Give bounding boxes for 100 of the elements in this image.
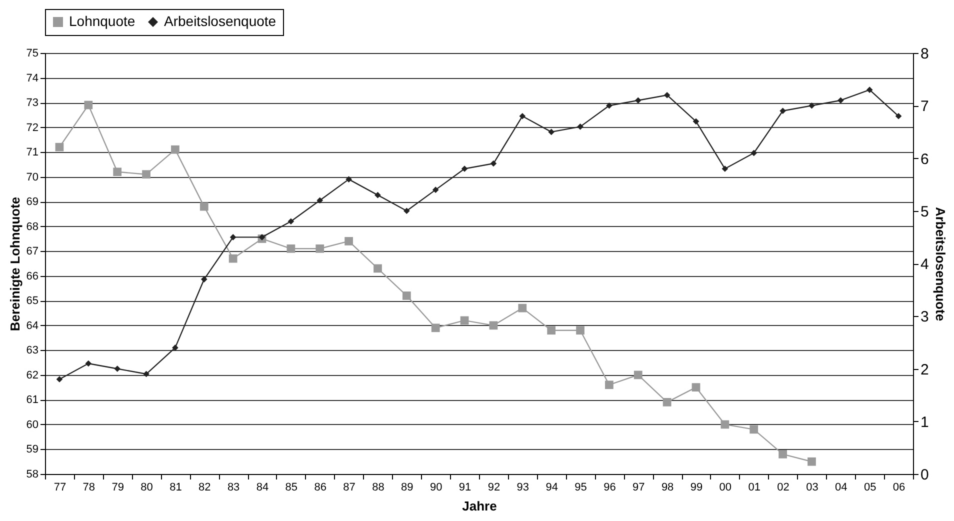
y2-tick-label: 3: [920, 308, 929, 326]
point: [750, 150, 758, 156]
legend-label: Lohnquote: [69, 13, 136, 29]
point: [344, 237, 353, 246]
x-tick-label: 82: [198, 482, 211, 494]
y2-tick-label: 7: [920, 98, 929, 116]
point: [113, 168, 122, 176]
x-tick-label: 02: [777, 482, 790, 494]
x-tick-label: 97: [632, 482, 645, 494]
y2-tick-label: 1: [920, 414, 929, 431]
y-tick-label: 60: [26, 418, 38, 431]
point: [692, 118, 700, 125]
y-tick-label: 67: [26, 246, 38, 258]
y-tick-label: 74: [26, 72, 38, 84]
point: [431, 324, 440, 332]
x-tick-label: 88: [372, 482, 384, 494]
point: [374, 192, 381, 198]
point: [720, 420, 730, 429]
x-tick-label: 99: [690, 482, 703, 494]
point: [461, 166, 468, 172]
y2-tick-label: 6: [920, 150, 929, 168]
x-tick-label: 78: [82, 482, 96, 494]
x-tick-label: 00: [719, 482, 732, 494]
point: [490, 160, 497, 167]
x-tick-label: 01: [748, 482, 760, 494]
point: [577, 124, 584, 130]
y-tick-label: 65: [26, 295, 38, 308]
x-tick-label: 06: [892, 482, 906, 494]
point: [548, 128, 554, 136]
point: [605, 380, 614, 390]
x-tick-label: 86: [314, 482, 326, 494]
y-tick-label: 70: [26, 171, 38, 184]
x-tick-label: 83: [227, 482, 240, 494]
y-tick-label: 64: [26, 320, 38, 332]
point: [316, 244, 324, 253]
point: [489, 321, 498, 330]
point: [402, 292, 411, 300]
point: [692, 383, 700, 392]
point: [288, 218, 294, 225]
y2-tick-label: 8: [920, 46, 929, 62]
x-axis-title: Jahre: [462, 498, 497, 514]
point: [460, 316, 469, 325]
x-tick-label: 95: [574, 482, 587, 494]
y-tick-label: 58: [26, 468, 38, 480]
y-tick-label: 63: [26, 344, 38, 357]
point: [172, 344, 178, 351]
x-tick-label: 81: [170, 482, 182, 494]
x-tick-label: 84: [256, 482, 269, 494]
y2-axis-title: Arbeitslosenquote: [932, 206, 948, 322]
point: [85, 360, 92, 367]
point: [547, 326, 556, 335]
y-tick-label: 73: [26, 97, 38, 110]
point: [778, 450, 787, 458]
y2-tick-label: 2: [920, 361, 929, 378]
x-tick-label: 94: [546, 482, 558, 494]
point: [866, 86, 873, 93]
point: [346, 176, 352, 182]
point: [404, 208, 410, 214]
y2-tick-label: 4: [920, 256, 929, 273]
point: [576, 326, 584, 335]
point: [780, 108, 786, 114]
y-tick-label: 59: [26, 444, 38, 456]
point: [808, 102, 815, 109]
y-tick-label: 61: [26, 394, 38, 406]
point: [722, 166, 728, 172]
x-tick-label: 77: [54, 482, 66, 494]
point: [316, 197, 324, 204]
y-tick-label: 69: [26, 196, 38, 208]
y-tick-label: 72: [26, 122, 38, 134]
point: [664, 92, 670, 98]
x-tick-label: 04: [835, 482, 848, 494]
point: [230, 234, 236, 240]
x-tick-label: 79: [112, 482, 124, 494]
y2-tick-label: 5: [920, 203, 929, 220]
point: [606, 102, 612, 109]
point: [286, 244, 296, 253]
point: [662, 398, 672, 406]
point: [634, 370, 642, 380]
x-tick-label: 98: [661, 482, 674, 494]
point: [84, 100, 93, 110]
point: [634, 97, 642, 104]
x-tick-label: 93: [516, 482, 530, 494]
point: [838, 97, 844, 104]
y2-tick-label: 0: [920, 466, 929, 484]
point: [56, 376, 63, 382]
y-tick-label: 75: [26, 48, 38, 60]
y-axis-title: Bereinigte Lohnquote: [7, 196, 22, 332]
point: [114, 366, 120, 372]
point: [808, 457, 816, 466]
x-tick-label: 05: [864, 482, 876, 494]
point: [142, 170, 150, 179]
point: [143, 370, 150, 378]
point: [200, 276, 208, 282]
y-tick-label: 66: [26, 270, 38, 282]
y-tick-label: 71: [26, 146, 38, 159]
point: [55, 142, 64, 152]
point: [171, 145, 180, 154]
x-tick-label: 85: [285, 482, 298, 494]
point: [258, 234, 266, 240]
point: [518, 304, 527, 312]
